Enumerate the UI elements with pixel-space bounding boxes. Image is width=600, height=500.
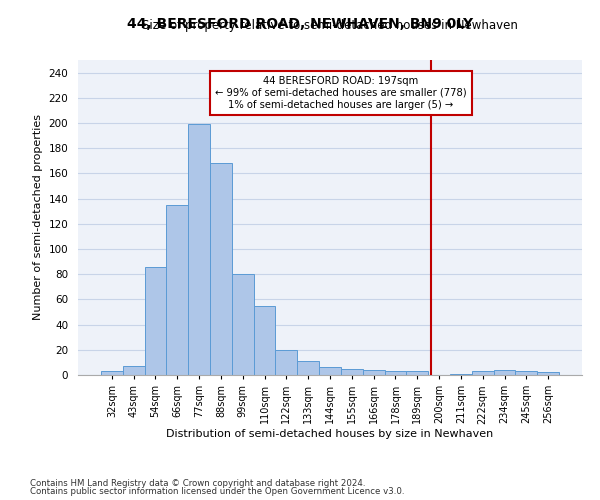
- Text: 44, BERESFORD ROAD, NEWHAVEN, BN9 0LY: 44, BERESFORD ROAD, NEWHAVEN, BN9 0LY: [127, 18, 473, 32]
- Bar: [145, 266, 166, 375]
- Bar: [494, 370, 515, 375]
- Bar: [101, 371, 123, 375]
- Bar: [341, 368, 363, 375]
- Bar: [254, 306, 275, 375]
- Bar: [275, 350, 297, 375]
- Text: Contains public sector information licensed under the Open Government Licence v3: Contains public sector information licen…: [30, 487, 404, 496]
- Y-axis label: Number of semi-detached properties: Number of semi-detached properties: [33, 114, 43, 320]
- Bar: [188, 124, 210, 375]
- Title: Size of property relative to semi-detached houses in Newhaven: Size of property relative to semi-detach…: [142, 20, 518, 32]
- Bar: [123, 366, 145, 375]
- X-axis label: Distribution of semi-detached houses by size in Newhaven: Distribution of semi-detached houses by …: [166, 429, 494, 439]
- Text: Contains HM Land Registry data © Crown copyright and database right 2024.: Contains HM Land Registry data © Crown c…: [30, 478, 365, 488]
- Bar: [297, 361, 319, 375]
- Text: 44 BERESFORD ROAD: 197sqm
← 99% of semi-detached houses are smaller (778)
1% of : 44 BERESFORD ROAD: 197sqm ← 99% of semi-…: [215, 76, 467, 110]
- Bar: [406, 371, 428, 375]
- Bar: [166, 205, 188, 375]
- Bar: [385, 371, 406, 375]
- Bar: [472, 371, 494, 375]
- Bar: [515, 371, 537, 375]
- Bar: [319, 368, 341, 375]
- Bar: [232, 274, 254, 375]
- Bar: [450, 374, 472, 375]
- Bar: [537, 372, 559, 375]
- Bar: [210, 164, 232, 375]
- Bar: [363, 370, 385, 375]
